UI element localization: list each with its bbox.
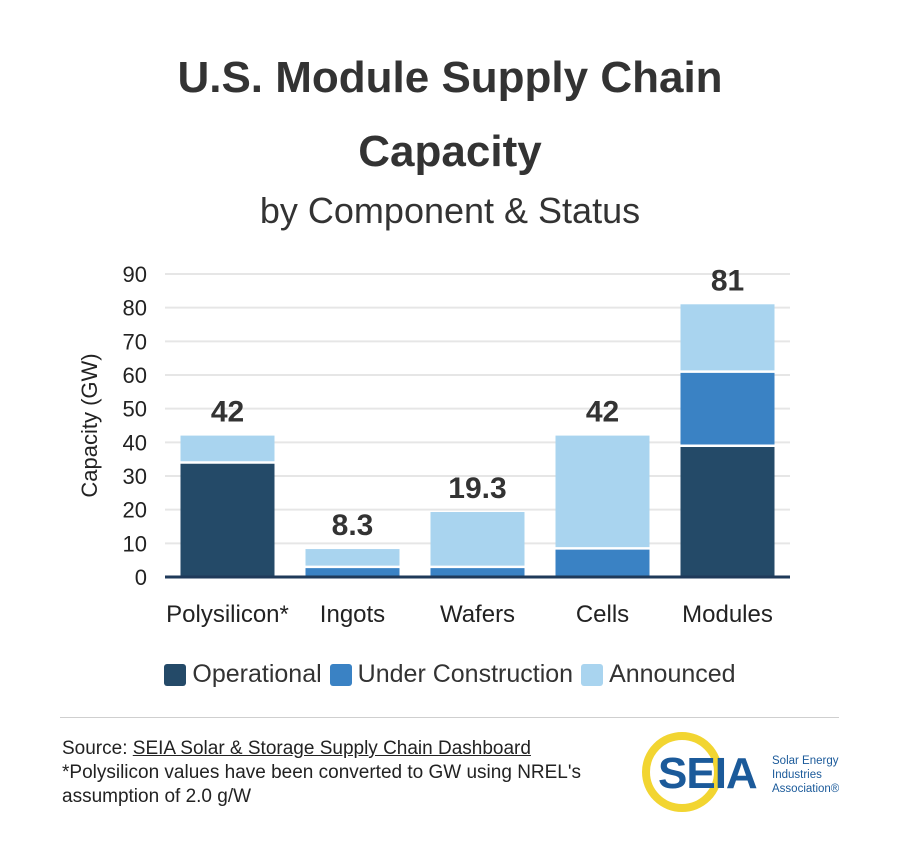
bar-segment-under-construction bbox=[305, 566, 400, 577]
seia-logo: SEIA Solar Energy Industries Association… bbox=[642, 732, 840, 812]
bar-segment-under-construction bbox=[680, 371, 775, 446]
y-tick-label: 40 bbox=[123, 430, 147, 455]
source-prefix: Source: bbox=[62, 738, 133, 759]
bar-segment-announced bbox=[180, 435, 275, 463]
y-tick-label: 30 bbox=[123, 464, 147, 489]
legend-item-announced: Announced bbox=[581, 660, 736, 689]
y-tick-label: 80 bbox=[123, 296, 147, 321]
logo-wordmark: SEIA bbox=[658, 749, 757, 798]
legend-swatch-under-construction bbox=[329, 663, 352, 686]
footer-divider bbox=[60, 717, 839, 718]
y-tick-label: 60 bbox=[123, 363, 147, 388]
x-category-label: Ingots bbox=[320, 601, 385, 628]
legend-label-announced: Announced bbox=[609, 660, 736, 688]
bar-total-label: 19.3 bbox=[448, 472, 506, 505]
bar-segment-announced bbox=[555, 435, 650, 549]
y-tick-label: 20 bbox=[123, 498, 147, 523]
bar-total-label: 81 bbox=[711, 264, 744, 297]
legend-item-operational: Operational bbox=[164, 660, 322, 689]
y-tick-label: 50 bbox=[123, 397, 147, 422]
x-category-label: Polysilicon* bbox=[166, 601, 289, 628]
logo-sun-inner bbox=[655, 745, 709, 799]
y-axis-title: Capacity (GW) bbox=[77, 353, 102, 497]
bar-segment-announced bbox=[430, 512, 525, 567]
y-tick-label: 70 bbox=[123, 329, 147, 354]
legend-swatch-operational bbox=[164, 663, 187, 686]
x-category-label: Wafers bbox=[440, 601, 515, 628]
source-line: Source: SEIA Solar & Storage Supply Chai… bbox=[62, 737, 622, 761]
bar-segment-operational bbox=[680, 445, 775, 577]
stacked-bar-chart: 0 10 20 30 40 50 60 70 80 90 Capacity (GW) 42 Polysi… bbox=[77, 262, 790, 628]
bar-segment-operational bbox=[180, 462, 275, 577]
bar-segment-under-construction bbox=[555, 548, 650, 577]
legend-label-operational: Operational bbox=[192, 660, 322, 688]
x-category-label: Cells bbox=[576, 601, 629, 628]
bar-total-label: 8.3 bbox=[332, 509, 374, 542]
chart-title-line-2: Capacity bbox=[358, 127, 542, 176]
y-tick-label: 0 bbox=[135, 565, 147, 590]
logo-tagline-1: Solar Energy bbox=[772, 755, 839, 767]
bar-total-label: 42 bbox=[211, 396, 244, 429]
logo-tagline-3: Association® bbox=[772, 783, 840, 795]
bar-total-label: 42 bbox=[586, 396, 619, 429]
x-category-label: Modules bbox=[682, 601, 773, 628]
logo-sun-ring bbox=[642, 732, 722, 812]
bar-segment-announced bbox=[305, 549, 400, 567]
polysilicon-footnote: *Polysilicon values have been converted … bbox=[62, 762, 582, 807]
bar-segment-announced bbox=[680, 304, 775, 372]
logo-tagline-2: Industries bbox=[772, 769, 822, 781]
legend-swatch-announced bbox=[581, 663, 604, 686]
bar-segment-under-construction bbox=[430, 566, 525, 577]
y-tick-label: 90 bbox=[123, 262, 147, 287]
source-note: Source: SEIA Solar & Storage Supply Chai… bbox=[62, 737, 622, 809]
chart-subtitle: by Component & Status bbox=[259, 190, 641, 231]
legend-label-under-construction: Under Construction bbox=[357, 660, 574, 688]
y-tick-label: 10 bbox=[123, 531, 147, 556]
legend: Operational Under Construction Announced bbox=[0, 660, 900, 689]
legend-item-under-construction: Under Construction bbox=[329, 660, 574, 689]
source-link[interactable]: SEIA Solar & Storage Supply Chain Dashbo… bbox=[132, 738, 531, 759]
chart-title-line-1: U.S. Module Supply Chain bbox=[177, 53, 723, 102]
